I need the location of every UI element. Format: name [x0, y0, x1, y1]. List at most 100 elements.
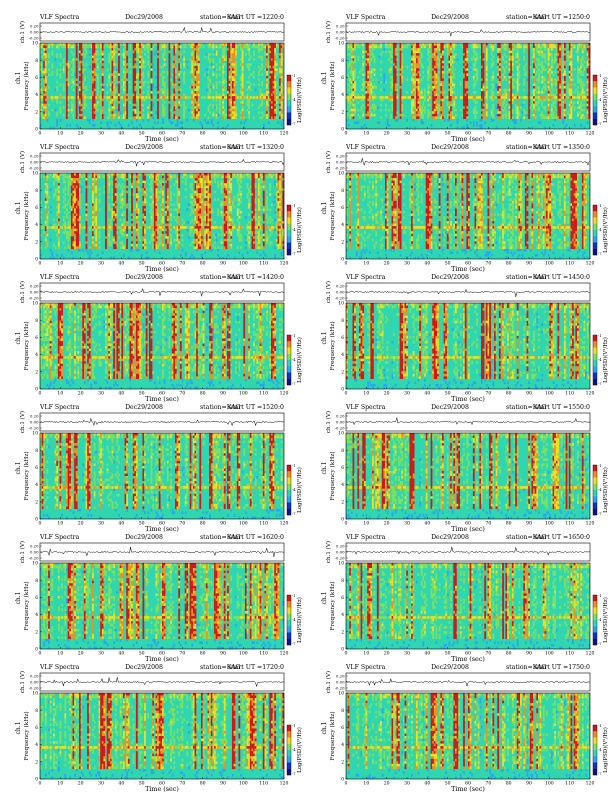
spectrogram-cell	[196, 50, 198, 54]
spectrogram-cell	[134, 75, 137, 79]
spectrogram-cell	[451, 55, 454, 59]
spectrogram-cell	[503, 108, 506, 112]
spectrogram-cell	[261, 63, 264, 66]
spectrogram-cell	[126, 53, 128, 56]
spectrogram-cell	[80, 73, 83, 77]
spectrogram-cell	[554, 53, 556, 56]
spectrogram-cell	[124, 80, 127, 84]
spectrogram-cell	[428, 91, 431, 94]
spectrogram-cell	[385, 80, 387, 84]
spectrogram-cell	[160, 48, 163, 51]
spectrogram-cell	[453, 116, 456, 120]
spectrogram-cell	[66, 73, 68, 77]
spectrogram-cell	[191, 65, 194, 69]
spectrogram-cell	[563, 116, 566, 120]
spectrogram-cell	[349, 48, 352, 51]
spectrogram-cell	[437, 108, 439, 112]
spectrogram-cell	[152, 45, 155, 49]
spectrogram-cell	[67, 226, 70, 229]
spectrogram-cell	[227, 48, 229, 51]
spectrogram-cell	[59, 111, 62, 114]
spectrogram-cell	[537, 75, 540, 79]
spectrogram-cell	[267, 63, 270, 66]
spectrogram-cell	[492, 78, 495, 82]
spectrogram-cell	[222, 116, 224, 120]
spectrogram-cell	[222, 113, 224, 117]
spectrogram-cell	[396, 93, 399, 97]
spectrogram-cell	[557, 86, 560, 89]
spectrogram-cell	[132, 91, 135, 94]
spectrogram-cell	[66, 45, 68, 49]
spectrogram-cell	[352, 75, 355, 79]
spectrogram-cell	[415, 86, 418, 89]
spectrogram-cell	[552, 45, 555, 49]
spectrogram-cell	[417, 98, 420, 102]
x-tick-label: 30	[404, 131, 410, 137]
spectrogram-cell	[280, 45, 283, 49]
spectrogram-cell	[352, 91, 355, 94]
spectrogram-cell	[162, 88, 164, 92]
spectrogram-cell	[126, 113, 128, 117]
spectrogram-cell	[580, 113, 583, 117]
spectrogram-cell	[56, 210, 59, 214]
spectrogram-cell	[563, 53, 566, 56]
spectrogram-cell	[393, 83, 395, 87]
spectrogram-cell	[399, 68, 402, 71]
spectrogram-cell	[166, 91, 169, 94]
spectrogram-cell	[555, 108, 558, 112]
spectrogram-cell	[191, 53, 194, 56]
spectrogram-cell	[280, 96, 283, 99]
spectrogram-cell	[173, 48, 176, 51]
spectrogram-cell	[508, 45, 511, 49]
spectrogram-cell	[118, 113, 120, 117]
spectrogram-cell	[139, 111, 142, 114]
spectrogram-cell	[482, 55, 485, 59]
spectrogram-cell	[481, 43, 483, 46]
spectrogram-cell	[194, 98, 197, 102]
spectrogram-cell	[168, 103, 171, 107]
spectrogram-cell	[354, 93, 356, 97]
spectrogram-cell	[118, 58, 120, 61]
spectrogram-cell	[568, 86, 571, 89]
spectrogram-cell	[228, 93, 231, 97]
spectrogram-cell	[269, 106, 272, 109]
spectrogram-cell	[106, 68, 109, 71]
spectrogram-cell	[401, 68, 404, 71]
spectrogram-cell	[492, 106, 495, 109]
spectrogram-cell	[257, 48, 260, 51]
spectrogram-cell	[196, 45, 198, 49]
spectrogram-cell	[355, 121, 358, 125]
spectrogram-cell	[272, 101, 275, 104]
spectrogram-cell	[474, 50, 477, 54]
spectrogram-cell	[66, 103, 68, 107]
spectrogram-cell	[441, 70, 444, 74]
spectrogram-cell	[69, 218, 72, 222]
spectrogram-cell	[48, 205, 50, 209]
spectrogram-cell	[92, 93, 94, 97]
spectrogram-cell	[542, 45, 545, 49]
spectrogram-cell	[363, 106, 366, 109]
spectrogram-cell	[176, 123, 179, 127]
spectrogram-cell	[550, 83, 553, 87]
spectrogram-cell	[476, 75, 478, 79]
spectrogram-cell	[57, 175, 60, 179]
spectrogram-cell	[559, 91, 561, 94]
spectrogram-cell	[109, 43, 112, 46]
spectrogram-cell	[515, 55, 517, 59]
spectrogram-cell	[354, 58, 356, 61]
spectrogram-cell	[194, 88, 197, 92]
spectrogram-cell	[524, 63, 527, 66]
spectrogram-cell	[194, 50, 197, 54]
x-tick-label: 110	[565, 131, 574, 137]
spectrogram-cell	[227, 65, 229, 69]
spectrogram-cell	[453, 73, 456, 77]
spectrogram-cell	[111, 88, 114, 92]
spectrogram-cell	[365, 101, 368, 104]
spectrogram-cell	[196, 65, 198, 69]
spectrogram-cell	[414, 83, 417, 87]
spectrogram-cell	[48, 226, 50, 229]
spectrogram-cell	[474, 43, 477, 46]
spectrogram-cell	[72, 73, 75, 77]
spectrogram-cell	[209, 53, 211, 56]
spectrogram-cell	[347, 101, 350, 104]
